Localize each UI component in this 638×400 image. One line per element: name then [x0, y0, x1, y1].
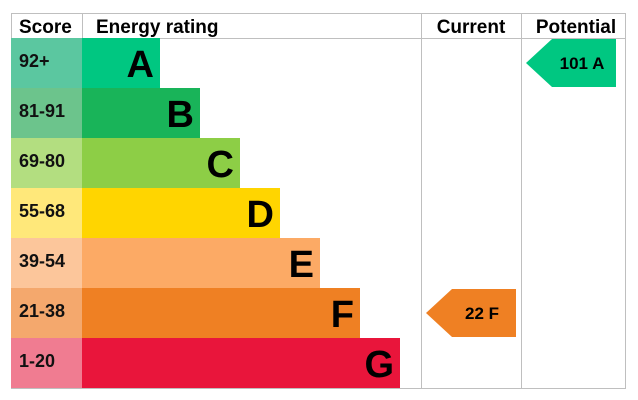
score-range-g: 1-20: [19, 351, 55, 371]
score-range-f: 21-38: [19, 301, 65, 321]
band-bar-c: [82, 138, 240, 188]
band-letter-a: A: [127, 44, 154, 86]
current-header: Current: [437, 17, 506, 38]
score-cell-c: [11, 138, 82, 188]
band-bar-f: [82, 288, 360, 338]
energy-rating-header: Energy rating: [96, 17, 218, 38]
band-letter-e: E: [289, 244, 314, 286]
band-bar-b: [82, 88, 200, 138]
potential-pointer: [526, 39, 616, 87]
rating-bands: 92+ A 81-91 B 69-80 C 55-68 D 39-54 E 21-38 F 1-20 G: [11, 38, 400, 388]
potential-header: Potential: [536, 17, 616, 38]
current-rating-label: 22 F: [465, 304, 499, 323]
score-cell-a: [11, 38, 82, 88]
band-letter-g: G: [364, 344, 394, 386]
band-bar-g: [82, 338, 400, 388]
score-range-a: 92+: [19, 51, 50, 71]
score-header: Score: [19, 17, 72, 38]
rating-pointers: 22 F 101 A: [426, 39, 616, 337]
band-bar-a: [82, 38, 160, 88]
score-range-b: 81-91: [19, 101, 65, 121]
current-pointer: [426, 289, 516, 337]
score-cell-d: [11, 188, 82, 238]
score-cell-g: [11, 338, 82, 388]
score-range-c: 69-80: [19, 151, 65, 171]
score-cell-e: [11, 238, 82, 288]
score-range-d: 55-68: [19, 201, 65, 221]
potential-rating-label: 101 A: [560, 54, 605, 73]
band-letter-c: C: [207, 144, 234, 186]
score-cell-f: [11, 288, 82, 338]
band-bar-e: [82, 238, 320, 288]
score-cell-b: [11, 88, 82, 138]
band-bar-d: [82, 188, 280, 238]
band-letter-b: B: [167, 94, 194, 136]
score-range-e: 39-54: [19, 251, 65, 271]
band-letter-d: D: [247, 194, 274, 236]
band-letter-f: F: [331, 294, 354, 336]
